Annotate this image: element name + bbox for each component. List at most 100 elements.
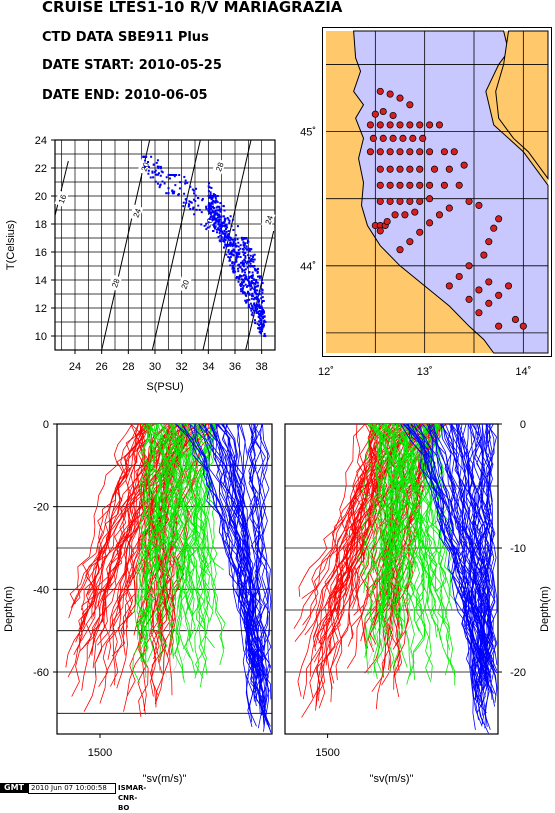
ts-point <box>235 260 238 263</box>
ts-point <box>262 325 265 328</box>
ts-point <box>158 186 161 189</box>
ts-point <box>250 280 253 283</box>
ts-point <box>228 259 231 262</box>
ts-point <box>212 205 215 208</box>
ts-point <box>248 293 251 296</box>
ts-point <box>250 309 253 312</box>
ts-point <box>254 281 257 284</box>
ts-point <box>244 237 247 239</box>
ts-point <box>249 248 252 251</box>
ts-point <box>212 230 215 232</box>
station-marker <box>409 134 417 142</box>
isopycnal-label-text: 20 <box>180 278 192 290</box>
ts-point <box>260 318 263 321</box>
ts-point <box>147 161 150 164</box>
ts-point <box>219 224 222 227</box>
ts-point <box>213 200 216 203</box>
ts-point <box>177 193 180 196</box>
ts-xtick-label: 24 <box>69 361 81 373</box>
station-marker <box>435 121 444 129</box>
map-xtick-label: 14˚ <box>515 366 531 378</box>
ts-point <box>237 249 240 252</box>
ts-point <box>261 317 264 320</box>
ts-point <box>242 241 245 244</box>
profile-line <box>318 423 376 709</box>
ts-point <box>253 289 256 292</box>
ts-point <box>230 225 233 228</box>
ts-point <box>217 219 220 222</box>
ts-point <box>173 174 176 176</box>
ts-point <box>262 320 265 323</box>
ts-point <box>248 260 251 263</box>
ts-point <box>241 260 244 263</box>
profile-line <box>88 423 186 659</box>
station-marker <box>426 181 434 189</box>
ts-point <box>243 291 246 294</box>
ts-point <box>209 193 212 196</box>
ts-point <box>167 174 170 176</box>
ts-point <box>256 275 259 278</box>
ts-point <box>186 181 189 184</box>
ts-point <box>213 214 216 217</box>
station-marker <box>406 181 414 189</box>
ts-point <box>206 226 209 229</box>
ts-point <box>243 246 246 249</box>
ts-point <box>229 256 232 259</box>
profile-line <box>80 423 181 611</box>
station-marker <box>376 165 384 173</box>
ts-point <box>259 319 262 322</box>
ts-point <box>157 172 160 175</box>
ts-point <box>231 249 234 252</box>
ts-point <box>224 224 227 227</box>
ts-point <box>248 280 251 283</box>
station-marker <box>430 165 439 173</box>
ts-point <box>183 192 186 195</box>
ts-point <box>248 292 251 295</box>
station-marker <box>495 291 503 299</box>
ts-point <box>242 251 245 254</box>
ts-point <box>257 310 260 313</box>
ts-point <box>250 260 253 263</box>
ts-point <box>192 189 195 192</box>
ts-point <box>261 308 264 311</box>
ts-xtick-label: 34 <box>202 361 214 373</box>
ts-point <box>212 207 215 210</box>
ts-ytick-label: 24 <box>35 135 47 147</box>
ts-point <box>187 205 190 208</box>
ts-point <box>237 270 240 273</box>
ts-point <box>161 180 164 183</box>
station-marker <box>396 181 404 189</box>
ts-point <box>191 188 194 191</box>
profile-line <box>199 423 213 569</box>
profile-line <box>449 423 489 697</box>
ts-point <box>235 275 238 278</box>
ts-frame <box>54 139 276 351</box>
ts-point <box>205 207 208 210</box>
ts-point <box>223 229 226 232</box>
isopycnal-label: 16 <box>54 190 69 208</box>
ts-point <box>240 275 243 278</box>
profile-line <box>442 423 491 730</box>
profile-line <box>189 423 258 689</box>
ts-point <box>214 197 217 200</box>
ts-point <box>195 208 198 211</box>
ts-point <box>156 182 159 185</box>
station-marker <box>376 148 384 156</box>
ts-point <box>223 221 226 224</box>
profile-line <box>71 423 208 607</box>
ts-point <box>252 295 255 298</box>
ts-point <box>160 170 163 173</box>
station-marker <box>376 227 384 235</box>
ts-point <box>212 224 215 227</box>
ts-point <box>208 218 211 221</box>
ts-point <box>159 165 162 168</box>
ts-point <box>237 267 240 270</box>
ts-point <box>230 252 233 255</box>
station-marker <box>490 224 498 232</box>
ts-point <box>261 307 264 310</box>
ts-point <box>151 171 154 174</box>
ts-point <box>188 200 191 203</box>
ts-point <box>227 238 230 241</box>
isopycnal-line <box>151 139 201 351</box>
ts-point <box>239 247 242 250</box>
